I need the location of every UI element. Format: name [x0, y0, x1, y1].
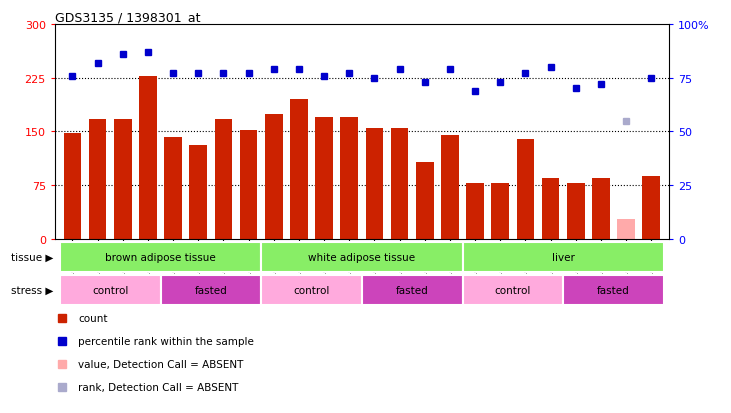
- Bar: [362, 275, 463, 305]
- Bar: [563, 275, 664, 305]
- Bar: [60, 275, 161, 305]
- Text: stress ▶: stress ▶: [12, 285, 54, 295]
- Text: tissue ▶: tissue ▶: [12, 252, 54, 262]
- Text: white adipose tissue: white adipose tissue: [308, 252, 415, 262]
- Bar: [315, 118, 333, 240]
- Text: liver: liver: [552, 252, 575, 262]
- Bar: [463, 242, 664, 272]
- Text: count: count: [78, 313, 107, 323]
- Bar: [391, 128, 409, 240]
- Text: control: control: [293, 285, 330, 295]
- Bar: [366, 128, 383, 240]
- Text: fasted: fasted: [597, 285, 630, 295]
- Bar: [64, 133, 81, 240]
- Bar: [441, 136, 459, 240]
- Bar: [261, 275, 362, 305]
- Bar: [290, 100, 308, 240]
- Bar: [567, 184, 585, 240]
- Text: percentile rank within the sample: percentile rank within the sample: [78, 336, 254, 346]
- Bar: [161, 275, 261, 305]
- Bar: [617, 219, 635, 240]
- Bar: [114, 119, 132, 240]
- Bar: [491, 184, 509, 240]
- Text: control: control: [495, 285, 531, 295]
- Text: rank, Detection Call = ABSENT: rank, Detection Call = ABSENT: [78, 382, 238, 392]
- Bar: [341, 118, 358, 240]
- Bar: [164, 137, 182, 240]
- Bar: [189, 146, 207, 240]
- Bar: [542, 179, 559, 240]
- Bar: [517, 139, 534, 240]
- Bar: [261, 242, 463, 272]
- Bar: [463, 275, 563, 305]
- Text: brown adipose tissue: brown adipose tissue: [105, 252, 216, 262]
- Bar: [265, 114, 283, 240]
- Bar: [416, 163, 433, 240]
- Bar: [88, 119, 107, 240]
- Bar: [139, 76, 156, 240]
- Text: fasted: fasted: [194, 285, 227, 295]
- Text: control: control: [92, 285, 129, 295]
- Bar: [240, 131, 257, 240]
- Bar: [466, 184, 484, 240]
- Bar: [643, 176, 660, 240]
- Text: value, Detection Call = ABSENT: value, Detection Call = ABSENT: [78, 359, 243, 369]
- Bar: [592, 179, 610, 240]
- Bar: [60, 242, 261, 272]
- Text: fasted: fasted: [395, 285, 428, 295]
- Text: GDS3135 / 1398301_at: GDS3135 / 1398301_at: [55, 11, 200, 24]
- Bar: [215, 119, 232, 240]
